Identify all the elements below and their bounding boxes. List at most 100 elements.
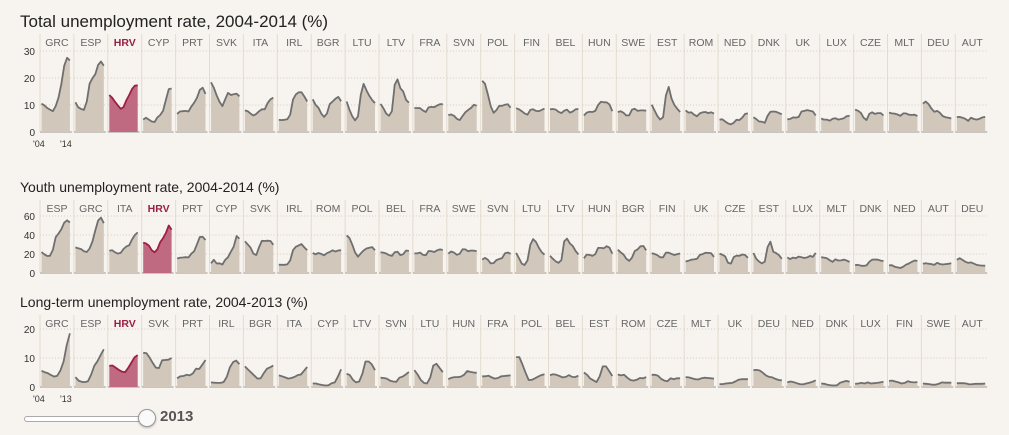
- mini-chart-uk[interactable]: UK: [683, 200, 716, 274]
- year-slider-track[interactable]: [24, 416, 152, 422]
- line-hun: [583, 100, 614, 117]
- mini-chart-svk[interactable]: SVK: [141, 315, 174, 388]
- mini-chart-bel[interactable]: BEL: [548, 315, 581, 388]
- mini-chart-hun[interactable]: HUN: [446, 315, 479, 388]
- mini-chart-ltv[interactable]: LTV: [344, 315, 377, 388]
- mini-chart-swe[interactable]: SWE: [446, 200, 479, 274]
- mini-chart-lux[interactable]: LUX: [785, 200, 818, 274]
- mini-chart-fin[interactable]: FIN: [514, 34, 547, 133]
- mini-chart-deu[interactable]: DEU: [751, 315, 784, 388]
- mini-chart-grc[interactable]: GRC: [73, 200, 106, 274]
- area-hrv: [109, 355, 138, 387]
- country-label: IRL: [286, 203, 303, 215]
- mini-chart-est[interactable]: EST: [581, 315, 615, 388]
- line-dnk: [752, 110, 783, 124]
- mini-chart-grc[interactable]: GRC: [39, 315, 72, 388]
- mini-chart-svk[interactable]: SVK: [242, 200, 276, 274]
- mini-chart-est[interactable]: EST: [751, 200, 784, 274]
- mini-chart-ita[interactable]: ITA: [276, 315, 310, 388]
- mini-chart-cze[interactable]: CZE: [853, 34, 886, 133]
- country-label: BEL: [556, 318, 576, 330]
- mini-chart-pol[interactable]: POL: [344, 200, 377, 274]
- mini-chart-pol[interactable]: POL: [514, 315, 547, 388]
- year-slider-handle[interactable]: [138, 409, 156, 427]
- country-label: FIN: [523, 37, 540, 49]
- area-grc: [41, 333, 70, 387]
- mini-chart-dnk[interactable]: DNK: [819, 315, 852, 388]
- mini-chart-swe[interactable]: SWE: [615, 34, 649, 133]
- mini-chart-grc[interactable]: GRC: [39, 34, 72, 133]
- area-bel: [550, 109, 579, 132]
- mini-chart-ltu[interactable]: LTU: [344, 34, 377, 133]
- mini-chart-svn[interactable]: SVN: [446, 34, 479, 133]
- mini-chart-prt[interactable]: PRT: [175, 315, 208, 388]
- mini-chart-ned[interactable]: NED: [717, 34, 750, 133]
- mini-chart-deu[interactable]: DEU: [920, 34, 954, 133]
- mini-chart-ita[interactable]: ITA: [242, 34, 276, 133]
- mini-chart-bgr[interactable]: BGR: [310, 34, 344, 133]
- mini-chart-cyp[interactable]: CYP: [209, 200, 242, 274]
- mini-chart-bgr[interactable]: BGR: [615, 200, 649, 274]
- mini-chart-deu[interactable]: DEU: [954, 200, 988, 274]
- mini-chart-fin[interactable]: FIN: [887, 315, 920, 388]
- mini-chart-uk[interactable]: UK: [785, 34, 818, 133]
- mini-chart-svn[interactable]: SVN: [480, 200, 513, 274]
- mini-chart-lux[interactable]: LUX: [819, 34, 852, 133]
- mini-chart-est[interactable]: EST: [649, 34, 683, 133]
- mini-chart-aut[interactable]: AUT: [920, 200, 954, 274]
- mini-chart-esp[interactable]: ESP: [73, 34, 106, 133]
- mini-chart-ltv[interactable]: LTV: [378, 34, 411, 133]
- mini-chart-mlt[interactable]: MLT: [819, 200, 852, 274]
- line-rom: [617, 373, 647, 382]
- mini-chart-prt[interactable]: PRT: [175, 200, 208, 274]
- mini-chart-hun[interactable]: HUN: [581, 34, 615, 133]
- mini-chart-bel[interactable]: BEL: [548, 34, 581, 133]
- mini-chart-rom[interactable]: ROM: [615, 315, 649, 388]
- mini-chart-pol[interactable]: POL: [480, 34, 513, 133]
- mini-chart-bgr[interactable]: BGR: [242, 315, 276, 388]
- mini-chart-rom[interactable]: ROM: [310, 200, 344, 274]
- mini-chart-bel[interactable]: BEL: [378, 200, 411, 274]
- mini-chart-dnk[interactable]: DNK: [853, 200, 886, 274]
- y-tick-label: 40: [24, 231, 36, 242]
- mini-chart-fra[interactable]: FRA: [412, 34, 445, 133]
- mini-chart-hrv[interactable]: HRV: [107, 315, 140, 388]
- mini-chart-svn[interactable]: SVN: [378, 315, 411, 388]
- country-label: ITA: [253, 37, 269, 49]
- mini-chart-irl[interactable]: IRL: [276, 34, 310, 133]
- mini-chart-esp[interactable]: ESP: [39, 200, 72, 274]
- mini-chart-fra[interactable]: FRA: [480, 315, 513, 388]
- mini-chart-dnk[interactable]: DNK: [751, 34, 784, 133]
- mini-chart-prt[interactable]: PRT: [175, 34, 208, 133]
- mini-chart-cyp[interactable]: CYP: [141, 34, 174, 133]
- mini-chart-hun[interactable]: HUN: [581, 200, 615, 274]
- mini-chart-ltv[interactable]: LTV: [548, 200, 581, 274]
- mini-chart-hrv[interactable]: HRV: [107, 34, 140, 133]
- mini-chart-esp[interactable]: ESP: [73, 315, 106, 388]
- mini-chart-ltu[interactable]: LTU: [412, 315, 445, 388]
- mini-chart-mlt[interactable]: MLT: [887, 34, 920, 133]
- mini-chart-irl[interactable]: IRL: [209, 315, 242, 388]
- mini-chart-aut[interactable]: AUT: [954, 315, 988, 388]
- mini-chart-fra[interactable]: FRA: [412, 200, 445, 274]
- mini-chart-hrv[interactable]: HRV: [141, 200, 174, 274]
- mini-chart-cze[interactable]: CZE: [649, 315, 683, 388]
- mini-chart-mlt[interactable]: MLT: [683, 315, 716, 388]
- mini-chart-cze[interactable]: CZE: [717, 200, 750, 274]
- mini-chart-ned[interactable]: NED: [887, 200, 920, 274]
- mini-chart-svk[interactable]: SVK: [209, 34, 242, 133]
- line-esp: [40, 219, 71, 257]
- mini-chart-rom[interactable]: ROM: [683, 34, 716, 133]
- line-cyp: [210, 235, 241, 266]
- mini-chart-irl[interactable]: IRL: [276, 200, 310, 274]
- mini-chart-swe[interactable]: SWE: [920, 315, 954, 388]
- mini-chart-lux[interactable]: LUX: [853, 315, 886, 388]
- mini-chart-fin[interactable]: FIN: [649, 200, 683, 274]
- mini-chart-aut[interactable]: AUT: [954, 34, 988, 133]
- mini-chart-ltu[interactable]: LTU: [514, 200, 547, 274]
- mini-chart-cyp[interactable]: CYP: [310, 315, 344, 388]
- area-mlt: [685, 377, 714, 387]
- mini-chart-ita[interactable]: ITA: [107, 200, 140, 274]
- mini-chart-ned[interactable]: NED: [785, 315, 818, 388]
- mini-chart-uk[interactable]: UK: [717, 315, 750, 388]
